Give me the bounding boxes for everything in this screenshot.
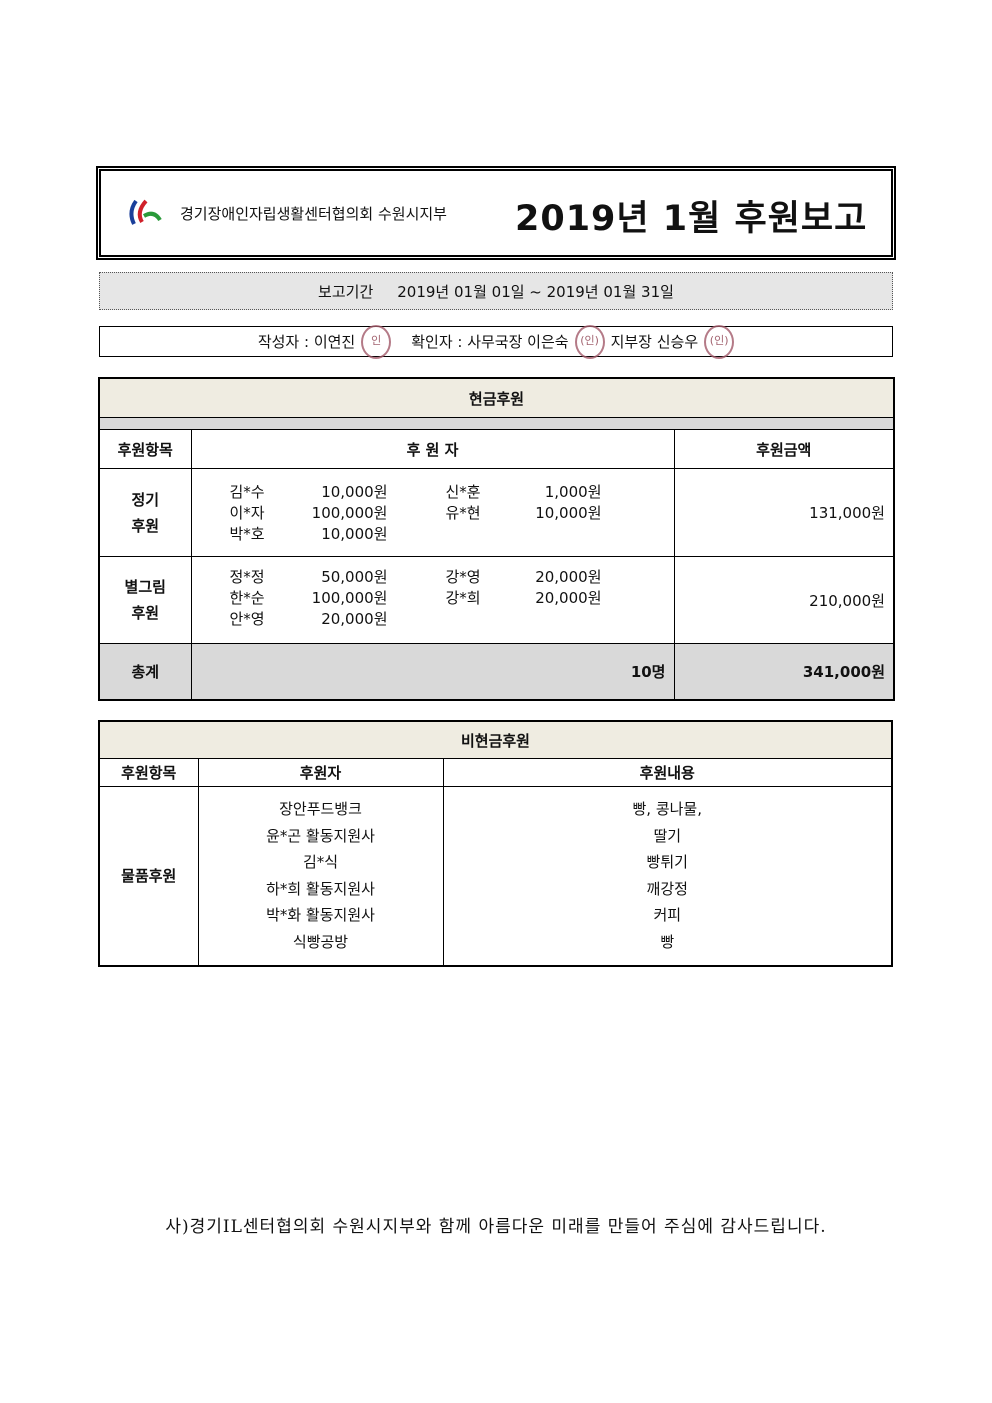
footer-message: 사)경기IL센터협의회 수원시지부와 함께 아름다운 미래를 만들어 주심에 감…: [165, 1217, 827, 1237]
total-count: 10명: [190, 643, 675, 700]
donor-amount: 100,000원: [311, 589, 388, 607]
period-value: 2019년 01월 01일 ~ 2019년 01월 31일: [397, 282, 674, 301]
donor: 식빵공방: [292, 932, 349, 951]
logo-icon: [129, 199, 162, 225]
col-header: 후원항목: [98, 758, 199, 787]
total-label: 총계: [98, 643, 192, 700]
noncash-title: 비현금후원: [98, 720, 893, 759]
row-amount: 210,000원: [673, 556, 895, 644]
org-name: 경기장애인자립생활센터협의회 수원시지부: [180, 205, 447, 223]
donor-name: 박*호: [229, 524, 265, 543]
row-amount: 131,000원: [673, 468, 895, 557]
seal-stamp: (인): [574, 324, 605, 359]
donor: 장안푸드뱅크: [279, 799, 362, 818]
donor: 김*식: [302, 853, 339, 872]
donor-amount: 100,000원: [311, 503, 388, 522]
donor-name: 정*정: [229, 568, 265, 586]
donor-amount: 1,000원: [544, 482, 602, 501]
donor-name: 안*영: [229, 610, 265, 628]
donor-name: 강*영: [445, 568, 481, 586]
donor-name: 이*자: [229, 503, 265, 522]
cash-title: 현금후원: [98, 377, 895, 418]
donor-name: 신*훈: [445, 482, 481, 501]
table-row: 물품후원 장안푸드뱅크 윤*곤 활동지원사 김*식 하*희 활동지원사 박*화 …: [98, 786, 893, 966]
donor-name: 유*현: [445, 503, 481, 522]
item: 빵: [660, 932, 675, 951]
donor-name: 강*희: [445, 589, 481, 607]
donor-amount: 10,000원: [321, 524, 388, 543]
item: 딸기: [653, 826, 682, 845]
donor: 하*희 활동지원사: [266, 879, 375, 898]
period-label: 보고기간: [318, 282, 374, 301]
confirmer: 확인자 : 사무국장 이은숙: [411, 333, 569, 351]
divider: [98, 417, 895, 430]
donor-amount: 20,000원: [535, 568, 602, 586]
donor-amount: 50,000원: [321, 568, 388, 586]
item: 깨강정: [646, 879, 688, 898]
donor-name: 한*순: [229, 589, 265, 607]
category: 물품후원: [98, 786, 199, 966]
page-title: 2019년 1월 후원보고: [515, 199, 868, 239]
donor-amount: 10,000원: [535, 503, 602, 522]
total-amount: 341,000원: [673, 643, 895, 700]
donor-amount: 10,000원: [321, 482, 388, 501]
col-header: 후원자: [197, 758, 444, 787]
author: 작성자 : 이연진: [257, 333, 356, 351]
item: 빵튀기: [646, 853, 688, 872]
report-period: 보고기간 2019년 01월 01일 ~ 2019년 01월 31일: [99, 272, 893, 310]
item: 빵, 콩나물,: [632, 799, 702, 818]
signers: 작성자 : 이연진 인 확인자 : 사무국장 이은숙 (인) 지부장 신승우 (…: [99, 324, 893, 359]
category: 후원: [131, 604, 160, 622]
category: 정기: [131, 490, 160, 509]
col-header: 후원금액: [673, 429, 895, 469]
donor-name: 김*수: [229, 482, 265, 501]
header-box: [96, 166, 896, 260]
col-header: 후원항목: [98, 429, 192, 469]
col-header: 후 원 자: [190, 429, 675, 469]
donor-amount: 20,000원: [321, 610, 388, 628]
seal-stamp: 인: [361, 324, 392, 359]
category: 별그림: [124, 578, 166, 596]
category: 후원: [131, 516, 160, 535]
seal-stamp: (인): [704, 324, 735, 359]
donor: 박*화 활동지원사: [266, 906, 375, 925]
branch-head: 지부장 신승우: [610, 333, 699, 351]
donor-amount: 20,000원: [535, 589, 602, 607]
col-header: 후원내용: [442, 758, 893, 787]
item: 커피: [653, 906, 682, 925]
donor: 윤*곤 활동지원사: [266, 826, 375, 845]
noncash-table: 비현금후원 후원항목 후원자 후원내용 물품후원 장안푸드뱅크 윤*곤 활동지원…: [98, 720, 893, 967]
total-row: 총계 10명 341,000원: [98, 643, 895, 700]
